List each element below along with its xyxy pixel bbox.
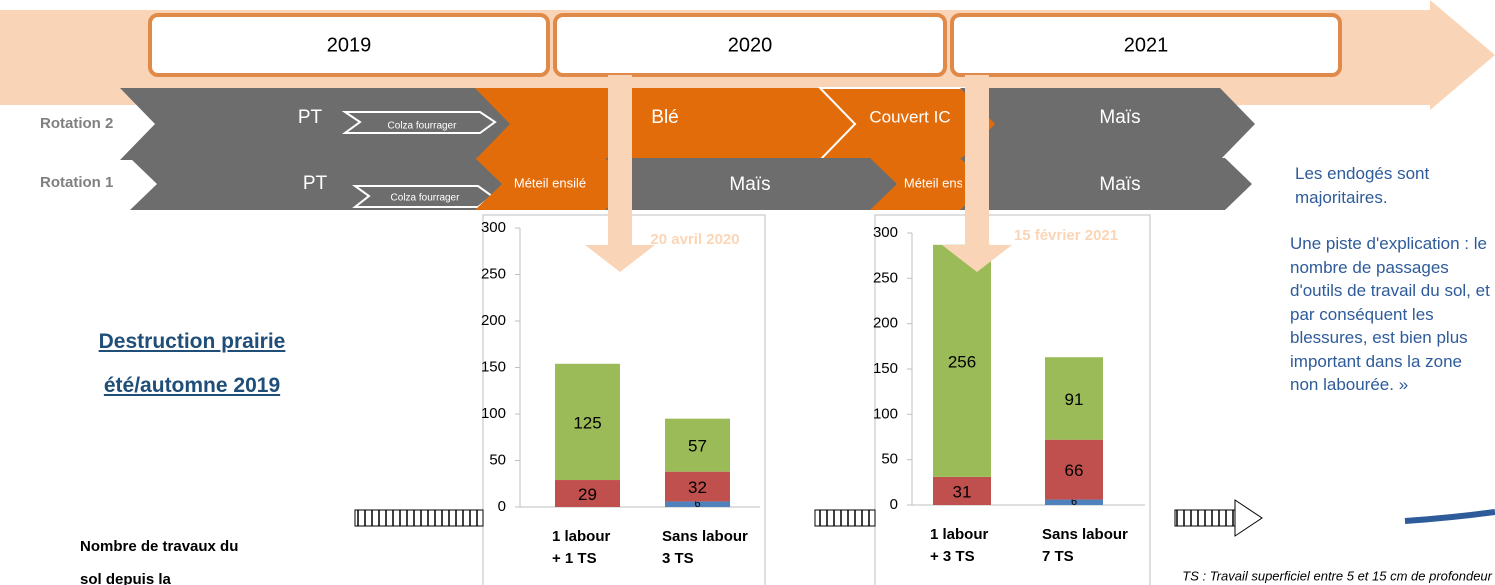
y-tick-label: 150: [481, 358, 506, 375]
crop-label: Maïs: [1099, 107, 1140, 128]
year: 2021: [1124, 34, 1169, 56]
y-tick-label: 200: [873, 315, 898, 332]
x-tick-label: Sans labour: [662, 528, 748, 545]
y-tick-label: 200: [481, 312, 506, 329]
y-tick-label: 100: [481, 405, 506, 422]
y-tick-label: 50: [489, 451, 506, 468]
charts: 0 50 100 150 200 250 300 20 avril 2020 0 29 125 1 l…: [481, 214, 1151, 585]
crop-chevron: [605, 158, 917, 210]
crop-label: Maïs: [729, 174, 770, 195]
x-tick-label: Sans labour: [1042, 526, 1128, 543]
y-tick-label: 250: [481, 265, 506, 282]
y-tick-label: 300: [481, 219, 506, 236]
annotation: 20 avril 2020: [650, 231, 739, 248]
arrow-head: [1234, 499, 1263, 537]
bar-segment: [933, 244, 991, 477]
crop-chevron: [120, 88, 535, 160]
bar-segment: [1045, 499, 1103, 505]
x-tick-label: 1 labour: [552, 528, 611, 545]
year-box: [950, 13, 1342, 77]
value-label: 66: [1065, 461, 1084, 480]
crop-label: Méteil ensilé: [514, 175, 586, 190]
bar-segment: [1045, 439, 1103, 500]
year: 2020: [728, 34, 773, 56]
bar-segment: [665, 501, 730, 507]
rotation-label: Rotation 2: [40, 115, 113, 132]
crop-chevron: [960, 88, 1255, 160]
side-text: Les endogés sont majoritaires.: [1295, 164, 1430, 207]
chart-area: [874, 214, 1151, 585]
y-tick-label: 100: [873, 405, 898, 422]
y-tick-label: 250: [873, 269, 898, 286]
decor-curve: [1404, 509, 1495, 524]
x-tick-label: + 1 TS: [552, 550, 597, 567]
crop-label: Couvert IC: [869, 107, 950, 126]
year: 2019: [327, 34, 372, 56]
y-tick-label: 0: [890, 496, 898, 513]
side-text-box: Les endogés sont majoritaires. Une piste…: [1290, 164, 1490, 394]
y-tick-label: 0: [498, 498, 506, 515]
crop-label: PT: [303, 173, 328, 194]
crop-label: PT: [298, 107, 323, 128]
value-label: 6: [1071, 496, 1077, 508]
crop-chevron: [341, 111, 497, 134]
bar-segment: [1045, 357, 1103, 440]
crop-chevron: [475, 88, 895, 160]
side-text: Une piste d'explication : le nombre de p…: [1290, 234, 1490, 394]
year-box: [553, 13, 947, 77]
value-label: 91: [1065, 390, 1084, 409]
crop-chevron: [960, 158, 1252, 210]
value-label: 29: [578, 485, 597, 504]
value-label: 57: [688, 437, 707, 456]
bar-segment: [933, 476, 991, 505]
bottom-label-box: Nombre de travaux du sol depuis la: [80, 538, 239, 585]
bar-segment: [665, 471, 730, 502]
striped-arrow: [1174, 509, 1236, 527]
bar-segment: [555, 363, 620, 481]
value-label: 256: [948, 352, 976, 371]
heading: Destruction prairie été/automne 2019: [98, 330, 286, 397]
value-label: 6: [694, 498, 700, 510]
value-label: 31: [953, 482, 972, 501]
crop-label: Méteil ensilé: [904, 175, 976, 190]
down-arrow: [942, 75, 1012, 272]
crop-label: Blé: [651, 107, 678, 128]
crop-label: Colza fourrager: [388, 121, 458, 132]
down-arrow: [585, 75, 655, 272]
striped-arrow: [354, 509, 484, 527]
heading-box: Destruction prairie été/automne 2019: [98, 330, 286, 397]
bar-segment: [665, 418, 730, 472]
year-box: [148, 13, 550, 77]
bottom-label: Nombre de travaux du sol depuis la: [80, 538, 239, 585]
x-tick-label: 3 TS: [662, 550, 694, 567]
footnote: TS : Travail superficiel entre 5 et 15 c…: [1182, 568, 1492, 583]
striped-arrow: [814, 509, 876, 527]
y-tick-label: 300: [873, 224, 898, 241]
value-label: 125: [573, 413, 601, 432]
bar-segment: [555, 480, 620, 507]
x-tick-label: 1 labour: [930, 526, 989, 543]
clip: Méteil ensilé: [904, 175, 976, 190]
x-tick-label: 7 TS: [1042, 548, 1074, 565]
rotation-label: Rotation 1: [40, 174, 113, 191]
crop-label: Maïs: [1099, 174, 1140, 195]
annotation: 15 février 2021: [1014, 227, 1118, 244]
value-label: 32: [688, 478, 707, 497]
crop-chevron: [351, 185, 494, 208]
x-tick-label: + 3 TS: [930, 548, 975, 565]
crop-label: Colza fourrager: [391, 193, 461, 204]
chart-area: [482, 214, 766, 585]
y-tick-label: 150: [873, 360, 898, 377]
y-tick-label: 50: [881, 451, 898, 468]
crop-chevron: [475, 158, 637, 210]
